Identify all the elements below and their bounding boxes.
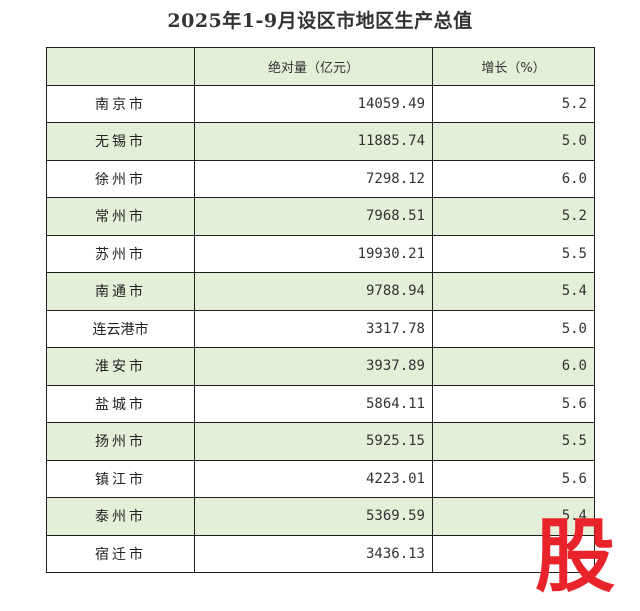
table-row: 苏州市 19930.21 5.5: [46, 234, 595, 273]
value-cell: 4223.01: [194, 459, 433, 498]
table-row: 淮安市 3937.89 6.0: [46, 347, 595, 386]
growth-cell: 6.0: [432, 347, 595, 386]
growth-cell: 5.4: [432, 272, 595, 311]
growth-cell: 5.6: [432, 384, 595, 423]
city-cell: 徐州市: [46, 159, 195, 198]
growth-cell: 5.4: [432, 497, 595, 536]
table-row: 无锡市 11885.74 5.0: [46, 122, 595, 161]
header-growth: 增长（%）: [432, 47, 595, 86]
table-row: 南通市 9788.94 5.4: [46, 272, 595, 311]
table-row: 徐州市 7298.12 6.0: [46, 159, 595, 198]
watermark-logo: 股: [535, 510, 615, 603]
value-cell: 5369.59: [194, 497, 433, 536]
table-row: 南京市 14059.49 5.2: [46, 84, 595, 123]
city-cell: 泰州市: [46, 497, 195, 536]
header-row: 绝对量（亿元） 增长（%）: [46, 47, 595, 86]
growth-cell: 5.0: [432, 122, 595, 161]
value-cell: 14059.49: [194, 84, 433, 123]
value-cell: 7298.12: [194, 159, 433, 198]
table-row: 泰州市 5369.59 5.4: [46, 497, 595, 536]
table-row: 扬州市 5925.15 5.5: [46, 422, 595, 461]
header-city: [46, 47, 195, 86]
growth-cell: 5.2: [432, 84, 595, 123]
table-title: 2025年1-9月设区市地区生产总值: [167, 10, 473, 32]
header-value: 绝对量（亿元）: [194, 47, 433, 86]
city-cell: 盐城市: [46, 384, 195, 423]
growth-cell: 5.6: [432, 459, 595, 498]
value-cell: 7968.51: [194, 197, 433, 236]
table-row: 宿迁市 3436.13: [46, 534, 595, 573]
city-cell: 宿迁市: [46, 534, 195, 573]
table-row: 常州市 7968.51 5.2: [46, 197, 595, 236]
growth-cell: [432, 534, 595, 573]
city-cell: 无锡市: [46, 122, 195, 161]
value-cell: 3937.89: [194, 347, 433, 386]
city-cell: 扬州市: [46, 422, 195, 461]
city-cell: 苏州市: [46, 234, 195, 273]
gdp-table: 绝对量（亿元） 增长（%） 南京市 14059.49 5.2 无锡市 11885…: [46, 47, 595, 573]
city-cell: 镇江市: [46, 459, 195, 498]
table-row: 连云港市 3317.78 5.0: [46, 309, 595, 348]
growth-cell: 5.0: [432, 309, 595, 348]
table-row: 盐城市 5864.11 5.6: [46, 384, 595, 423]
value-cell: 19930.21: [194, 234, 433, 273]
city-cell: 常州市: [46, 197, 195, 236]
value-cell: 3317.78: [194, 309, 433, 348]
growth-cell: 5.5: [432, 422, 595, 461]
growth-cell: 5.2: [432, 197, 595, 236]
city-cell: 南通市: [46, 272, 195, 311]
city-cell: 连云港市: [46, 309, 195, 348]
city-cell: 淮安市: [46, 347, 195, 386]
growth-cell: 6.0: [432, 159, 595, 198]
value-cell: 9788.94: [194, 272, 433, 311]
value-cell: 5864.11: [194, 384, 433, 423]
value-cell: 11885.74: [194, 122, 433, 161]
growth-cell: 5.5: [432, 234, 595, 273]
value-cell: 5925.15: [194, 422, 433, 461]
value-cell: 3436.13: [194, 534, 433, 573]
city-cell: 南京市: [46, 84, 195, 123]
table-row: 镇江市 4223.01 5.6: [46, 459, 595, 498]
